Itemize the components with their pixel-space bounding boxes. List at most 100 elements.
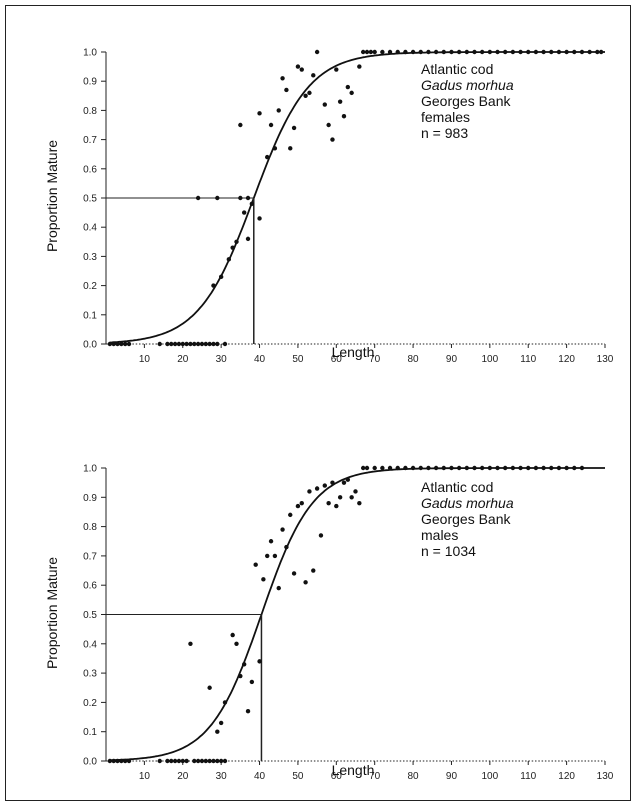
data-point xyxy=(257,111,262,116)
x-axis: 10 20 30 40 50 60 70 80 90 100 110 120 130 xyxy=(106,760,614,782)
data-point xyxy=(249,679,255,685)
data-point xyxy=(479,49,485,55)
data-point xyxy=(180,758,185,764)
data-point xyxy=(284,544,289,550)
y-tick-label: 0.2 xyxy=(83,281,97,292)
data-point xyxy=(238,122,243,128)
data-point xyxy=(572,465,577,471)
data-point xyxy=(487,465,493,471)
data-point xyxy=(556,465,562,471)
data-point xyxy=(495,49,500,55)
data-point xyxy=(245,195,251,201)
data-point xyxy=(199,758,205,764)
data-point xyxy=(341,114,347,119)
data-point xyxy=(176,341,182,347)
x-tick-label: 80 xyxy=(408,771,420,782)
data-point xyxy=(115,758,120,764)
data-point xyxy=(337,99,343,104)
y-tick-label: 0.0 xyxy=(83,340,97,351)
y-tick-label: 0.6 xyxy=(83,581,97,592)
data-point xyxy=(487,49,493,55)
annotation-line-species: Atlantic cod xyxy=(421,479,493,495)
data-point xyxy=(249,201,255,207)
annotation-block: Atlantic cod Gadus morhua Georges Bank m… xyxy=(421,479,514,559)
data-point xyxy=(345,84,351,90)
data-point xyxy=(165,341,170,347)
y-axis: 0.0 0.1 0.2 0.3 0.4 0.5 0.6 0.7 0.8 0.9 1.0 xyxy=(83,48,107,351)
data-point xyxy=(533,49,539,55)
y-axis-label: Proportion Mature xyxy=(44,557,60,669)
data-point xyxy=(326,122,331,128)
data-point xyxy=(341,480,347,485)
data-point xyxy=(261,577,266,582)
data-point xyxy=(349,90,354,96)
data-point xyxy=(265,553,270,559)
data-point xyxy=(456,465,462,471)
x-tick-label: 50 xyxy=(292,771,304,782)
data-point xyxy=(195,341,201,347)
data-point xyxy=(199,341,205,347)
data-point xyxy=(211,341,216,347)
data-point xyxy=(215,729,220,734)
y-tick-label: 0.7 xyxy=(83,135,97,146)
data-point xyxy=(265,154,270,160)
data-point xyxy=(587,49,592,55)
data-point xyxy=(122,341,128,347)
data-point xyxy=(295,64,301,69)
y-tick-label: 0.3 xyxy=(83,252,97,263)
data-point xyxy=(122,758,128,764)
data-point xyxy=(311,568,316,573)
annotation-line-sex: females xyxy=(421,109,470,125)
data-point xyxy=(222,758,228,764)
chart-panel-males: 0.0 0.1 0.2 0.3 0.4 0.5 0.6 0.7 0.8 0.9 1.0 10 20 30… xyxy=(44,464,614,783)
data-point xyxy=(456,49,462,55)
data-point xyxy=(510,49,516,55)
data-point xyxy=(268,122,274,128)
data-point xyxy=(372,49,377,55)
data-point xyxy=(441,465,446,471)
data-point xyxy=(169,341,174,347)
y-tick-label: 1.0 xyxy=(83,48,97,59)
data-point xyxy=(345,477,351,482)
data-point xyxy=(418,49,423,55)
y-tick-label: 0.8 xyxy=(83,522,97,533)
x-tick-label: 30 xyxy=(216,771,228,782)
l50-reference-lines xyxy=(106,614,263,761)
y-tick-label: 0.3 xyxy=(83,669,97,680)
data-point xyxy=(541,49,546,55)
data-point xyxy=(111,758,116,764)
data-point xyxy=(284,87,289,93)
data-point xyxy=(238,195,243,201)
annotation-line-scientific-name: Gadus morhua xyxy=(421,495,514,511)
data-point xyxy=(257,216,262,221)
data-point xyxy=(291,125,297,131)
data-point xyxy=(215,758,220,764)
y-tick-label: 0.1 xyxy=(83,310,97,321)
annotation-block: Atlantic cod Gadus morhua Georges Bank f… xyxy=(421,61,514,141)
data-point xyxy=(314,49,320,55)
data-point xyxy=(222,700,228,705)
data-point xyxy=(433,49,439,55)
x-tick-label: 100 xyxy=(482,771,499,782)
data-point xyxy=(330,137,335,142)
y-tick-label: 1.0 xyxy=(83,464,97,475)
data-point xyxy=(372,465,377,471)
data-point xyxy=(510,465,516,471)
data-point xyxy=(245,708,251,714)
x-tick-label: 110 xyxy=(520,771,536,782)
data-point xyxy=(107,758,113,764)
data-point xyxy=(215,341,220,347)
data-point xyxy=(119,341,124,347)
data-point xyxy=(272,146,278,151)
y-tick-label: 0.9 xyxy=(83,493,97,504)
data-point xyxy=(288,512,293,518)
data-point xyxy=(595,49,600,55)
data-point xyxy=(564,49,569,55)
fit-curve xyxy=(109,51,605,344)
data-point xyxy=(215,195,220,201)
x-tick-label: 20 xyxy=(177,771,189,782)
data-point xyxy=(464,465,470,471)
x-axis-label: Length xyxy=(332,344,375,360)
data-point xyxy=(119,758,124,764)
data-point xyxy=(360,465,366,471)
